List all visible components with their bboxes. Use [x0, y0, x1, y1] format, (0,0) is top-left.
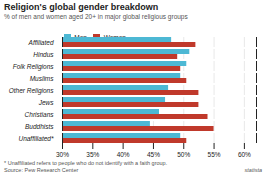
svg-text:Buddhists: Buddhists: [25, 123, 54, 130]
svg-text:Unaffiliated*: Unaffiliated*: [18, 135, 54, 142]
svg-text:Muslims: Muslims: [30, 75, 55, 82]
svg-text:50%: 50%: [177, 151, 190, 158]
svg-text:Jews: Jews: [38, 99, 55, 106]
html-text:Religion's global gender break: Religion's global gender breakdown: [4, 2, 159, 12]
svg-text:Affiliated: Affiliated: [28, 39, 54, 46]
svg-text:60%: 60%: [238, 151, 251, 158]
svg-text:55%: 55%: [208, 151, 221, 158]
svg-text:Christians: Christians: [25, 111, 55, 118]
html-text:% of men and women aged 20+ in: % of men and women aged 20+ in major glo…: [4, 13, 188, 20]
html-text:Source: Pew Research Center: Source: Pew Research Center: [4, 166, 79, 173]
svg-text:Folk Religions: Folk Religions: [13, 63, 55, 71]
html-text:statista: statista: [244, 166, 262, 173]
svg-text:Hindus: Hindus: [33, 51, 54, 58]
html-text:Men: Men: [74, 34, 87, 41]
svg-text:Other Religions: Other Religions: [9, 87, 55, 95]
svg-text:30%: 30%: [56, 151, 69, 158]
svg-text:35%: 35%: [86, 151, 99, 158]
html-text:Women: Women: [103, 34, 126, 41]
svg-text:40%: 40%: [117, 151, 130, 158]
svg-text:45%: 45%: [147, 151, 160, 158]
html-text:* Unaffiliated refers to peopl: * Unaffiliated refers to people who do n…: [4, 160, 168, 166]
